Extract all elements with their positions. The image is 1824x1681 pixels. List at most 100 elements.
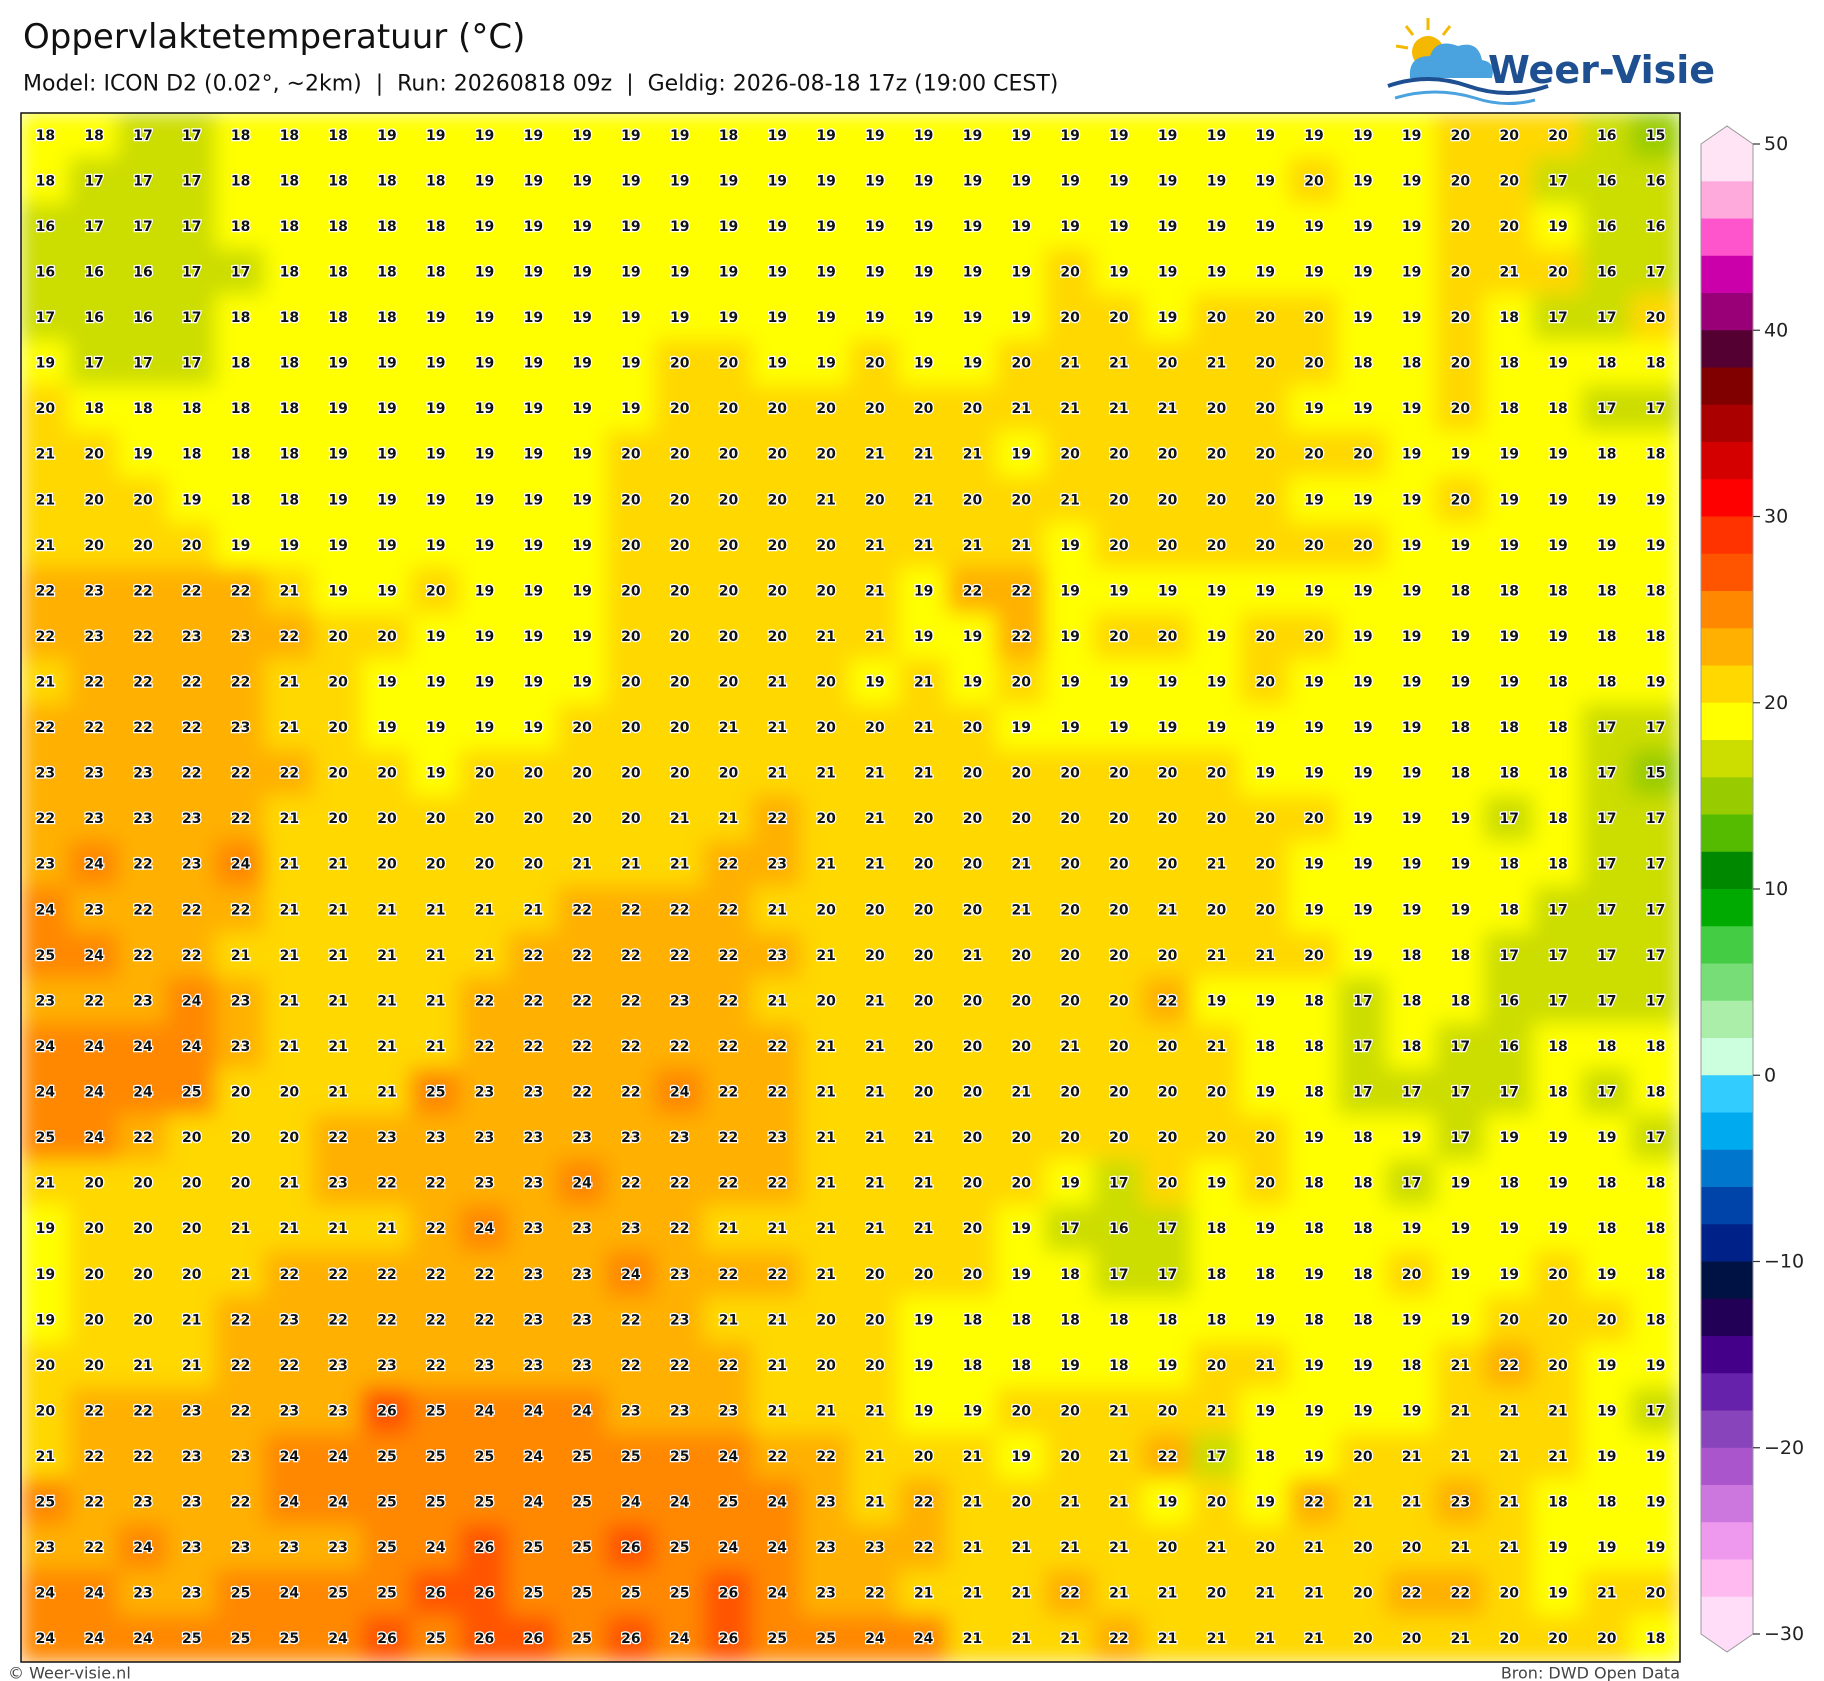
field-cell (1532, 1159, 1584, 1208)
field-cell (703, 476, 754, 525)
field-cell (1581, 248, 1633, 297)
cell-value: 21 (1499, 1495, 1518, 1511)
cell-value: 19 (524, 674, 543, 690)
field-cell (703, 749, 754, 798)
field-cell (1483, 476, 1535, 525)
cell-value: 18 (1451, 720, 1470, 736)
cell-value: 19 (426, 492, 445, 508)
field-cell (654, 385, 706, 433)
field-cell (1581, 522, 1633, 570)
field-cell (800, 113, 852, 160)
field-cell (800, 886, 852, 935)
cell-value: 22 (231, 902, 250, 918)
cell-value: 19 (1256, 1312, 1275, 1328)
colorbar-segment (1701, 851, 1753, 890)
field-cell (1532, 1615, 1584, 1662)
field-cell (898, 886, 950, 935)
cell-value: 25 (426, 1085, 445, 1101)
field-cell (1337, 613, 1389, 661)
cell-value: 19 (768, 128, 787, 144)
cell-value: 20 (231, 1130, 251, 1146)
cell-value: 23 (865, 1540, 884, 1556)
cell-value: 18 (1402, 993, 1421, 1009)
cell-value: 21 (816, 1267, 835, 1283)
cell-value: 17 (1597, 766, 1616, 782)
cell-value: 19 (1402, 128, 1421, 144)
cell-value: 20 (328, 674, 348, 690)
cell-value: 19 (1353, 629, 1372, 645)
field-cell (1386, 1524, 1438, 1572)
field-cell (849, 658, 901, 707)
field-cell (947, 840, 998, 889)
cell-value: 20 (1451, 264, 1471, 280)
field-cell (117, 658, 169, 707)
cell-value: 21 (182, 1312, 201, 1328)
cell-value: 25 (231, 1631, 250, 1647)
field-cell (410, 203, 462, 251)
cell-value: 18 (1353, 356, 1372, 372)
cell-value: 23 (475, 1176, 494, 1192)
field-cell (1337, 248, 1389, 297)
field-cell (1288, 1342, 1340, 1390)
field-cell (1581, 1478, 1633, 1527)
cell-value: 20 (133, 1176, 153, 1192)
cell-value: 19 (1109, 219, 1128, 235)
cell-value: 17 (1597, 310, 1616, 326)
cell-value: 20 (1060, 811, 1080, 827)
field-cell (1288, 1615, 1340, 1662)
cell-value: 22 (963, 583, 982, 599)
field-cell (800, 339, 852, 388)
cell-value: 23 (328, 1176, 347, 1192)
cell-value: 24 (36, 1631, 56, 1647)
cell-value: 20 (621, 766, 641, 782)
field-cell (1191, 1569, 1242, 1618)
cell-value: 21 (1207, 1403, 1226, 1419)
cell-value: 19 (1548, 219, 1567, 235)
field-cell (800, 840, 852, 889)
colorbar-segment (1701, 702, 1753, 741)
field-cell (1386, 977, 1438, 1026)
cell-value: 25 (670, 1586, 689, 1602)
field-cell (459, 567, 510, 616)
field-cell (898, 840, 950, 889)
cell-value: 22 (231, 1495, 250, 1511)
cell-value: 19 (1646, 1449, 1665, 1465)
colorbar-segment (1701, 553, 1753, 592)
cell-value: 20 (1353, 1540, 1373, 1556)
cell-value: 20 (963, 993, 983, 1009)
field-cell (1532, 658, 1584, 707)
field-cell (166, 1478, 218, 1527)
field-cell (654, 1068, 706, 1117)
cell-value: 16 (1597, 219, 1616, 235)
field-cell (117, 113, 169, 160)
colorbar-segment (1701, 1038, 1753, 1076)
field-cell (1435, 248, 1486, 297)
cell-value: 19 (426, 720, 445, 736)
field-cell (1483, 248, 1535, 297)
field-cell (1191, 1615, 1242, 1662)
cell-value: 18 (1548, 1039, 1567, 1055)
cell-value: 22 (133, 902, 152, 918)
field-cell (21, 749, 71, 798)
field-cell (21, 1205, 71, 1253)
cell-value: 20 (1109, 1039, 1129, 1055)
cell-value: 20 (1012, 1403, 1032, 1419)
cell-value: 19 (1353, 492, 1372, 508)
field-cell (1044, 157, 1096, 206)
field-cell (507, 1205, 559, 1253)
field-cell (947, 658, 998, 707)
field-cell (1288, 476, 1340, 525)
field-cell (654, 840, 706, 889)
cell-value: 19 (914, 173, 933, 189)
cell-value: 25 (280, 1631, 299, 1647)
field-cell (215, 113, 266, 160)
field-cell (21, 613, 71, 661)
cell-value: 20 (1304, 310, 1324, 326)
cell-value: 19 (572, 219, 591, 235)
field-cell (1191, 658, 1242, 707)
cell-value: 17 (231, 264, 250, 280)
field-cell (849, 1524, 901, 1572)
cell-value: 19 (328, 583, 347, 599)
cell-value: 20 (1499, 173, 1519, 189)
cell-value: 22 (182, 902, 201, 918)
